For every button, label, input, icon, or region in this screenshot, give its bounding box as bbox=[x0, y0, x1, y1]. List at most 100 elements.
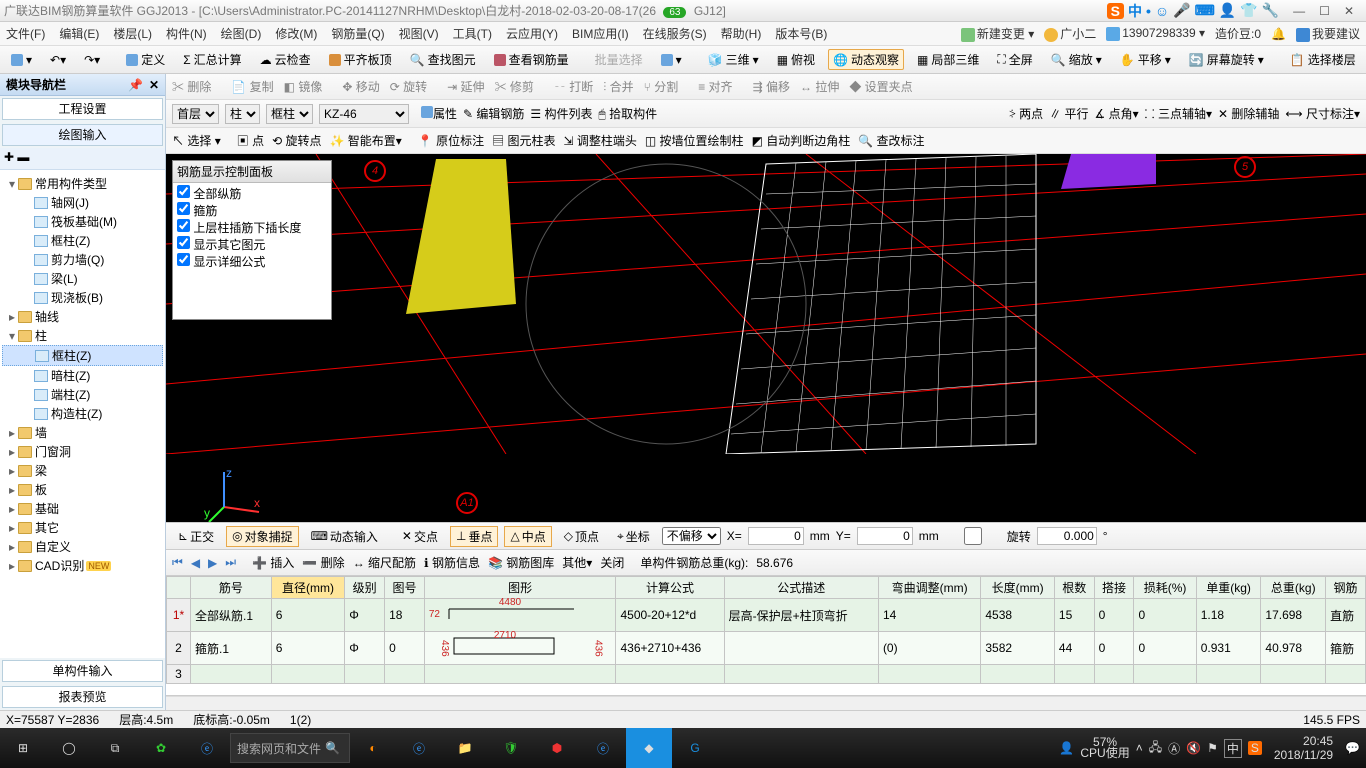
phone-label[interactable]: 13907298339 ▾ bbox=[1106, 26, 1205, 41]
tree-item[interactable]: ▾常用构件类型 bbox=[2, 174, 163, 193]
btn-rotpoint[interactable]: ⟲ 旋转点 bbox=[272, 132, 321, 149]
btn-parallel[interactable]: ∥ 平行 bbox=[1049, 105, 1088, 122]
menu-component[interactable]: 构件(N) bbox=[166, 25, 207, 42]
h-scrollbar[interactable] bbox=[166, 696, 1366, 710]
menu-online[interactable]: 在线服务(S) bbox=[643, 25, 707, 42]
tool-orbit[interactable]: 🌐 动态观察 bbox=[828, 49, 904, 70]
menu-draw[interactable]: 绘图(D) bbox=[221, 25, 262, 42]
tree-item[interactable]: 构造柱(Z) bbox=[2, 404, 163, 423]
taskbar-clock[interactable]: 20:452018/11/29 bbox=[1268, 734, 1339, 762]
menu-bim[interactable]: BIM应用(I) bbox=[572, 25, 629, 42]
tree-toolbar[interactable]: ✚ ▬ bbox=[0, 148, 165, 170]
tool-batch[interactable]: 批量选择 bbox=[590, 49, 648, 70]
offset-select[interactable]: 不偏移 bbox=[662, 527, 721, 545]
tree-item[interactable]: ▸门窗洞 bbox=[2, 442, 163, 461]
btn-del2[interactable]: ➖ 删除 bbox=[302, 554, 344, 571]
tab-report[interactable]: 报表预览 bbox=[2, 686, 163, 708]
nav-last-icon[interactable]: ⏭ bbox=[225, 555, 236, 570]
tool-local3d[interactable]: ▦ 局部三维 bbox=[912, 49, 984, 70]
btn-coltable[interactable]: ▤ 图元柱表 bbox=[492, 132, 555, 149]
tool-pan[interactable]: ✋ 平移▾ bbox=[1115, 49, 1176, 70]
nav-first-icon[interactable]: ⏮ bbox=[172, 555, 183, 570]
btn-mirror[interactable]: ◧ 镜像 bbox=[284, 78, 323, 95]
btn-edit-rebar[interactable]: ✎ 编辑钢筋 bbox=[463, 105, 524, 122]
tray-user-icon[interactable]: 👤 bbox=[1059, 741, 1074, 755]
ime-bar[interactable]: S 中• ☺🎤 ⌨👤 👕🔧 bbox=[1107, 1, 1280, 21]
btn-break[interactable]: ╌ 打断 bbox=[554, 78, 593, 95]
menu-help[interactable]: 帮助(H) bbox=[721, 25, 762, 42]
rotate-input[interactable] bbox=[1037, 527, 1097, 545]
btn-props[interactable]: 属性 bbox=[421, 105, 457, 122]
tree-item[interactable]: ▸自定义 bbox=[2, 537, 163, 556]
tree-item[interactable]: ▸轴线 bbox=[2, 307, 163, 326]
tool-module[interactable]: ▾ bbox=[6, 51, 37, 69]
rotate-checkbox[interactable] bbox=[945, 527, 1001, 545]
tab-draw-input[interactable]: 绘图输入 bbox=[2, 124, 163, 146]
pin-icon[interactable]: 📌 bbox=[128, 78, 143, 92]
tool-fullscreen[interactable]: ⛶ 全屏 bbox=[992, 49, 1037, 70]
btn-smart[interactable]: ✨ 智能布置▾ bbox=[329, 132, 401, 149]
tree-item[interactable]: 端柱(Z) bbox=[2, 385, 163, 404]
btn-point[interactable]: ▣ 点 bbox=[237, 132, 264, 149]
btn-check-dim[interactable]: 🔍 查改标注 bbox=[858, 132, 924, 149]
tree-item[interactable]: 框柱(Z) bbox=[2, 345, 163, 366]
btn-trim[interactable]: ✂ 修剪 bbox=[495, 78, 534, 95]
menu-tools[interactable]: 工具(T) bbox=[453, 25, 492, 42]
tool-undo[interactable]: ↶▾ bbox=[45, 51, 71, 69]
btn-stretch[interactable]: ↔ 拉伸 bbox=[800, 78, 839, 95]
tray-sogou-icon[interactable]: S bbox=[1248, 741, 1262, 755]
tray-net-icon[interactable]: 🖧 bbox=[1149, 738, 1162, 759]
tray-vol-icon[interactable]: 🔇 bbox=[1186, 741, 1201, 755]
tool-cloud-check[interactable]: ☁ 云检查 bbox=[255, 49, 316, 70]
btn-align[interactable]: ≡ 对齐 bbox=[698, 78, 732, 95]
btn-angle[interactable]: ∡ 点角▾ bbox=[1095, 105, 1139, 122]
btn-offset[interactable]: ⇶ 偏移 bbox=[753, 78, 790, 95]
snap-mid[interactable]: △ 中点 bbox=[504, 526, 551, 547]
menu-version[interactable]: 版本号(B) bbox=[775, 25, 827, 42]
tab-single-input[interactable]: 单构件输入 bbox=[2, 660, 163, 682]
btn-copy[interactable]: 📄 复制 bbox=[231, 78, 273, 95]
btn-select[interactable]: ↖ 选择 ▾ bbox=[172, 132, 221, 149]
snap-vtx[interactable]: ◇ 顶点 bbox=[558, 526, 605, 547]
cpu-meter[interactable]: 57%CPU使用 bbox=[1080, 737, 1129, 759]
btn-close[interactable]: 关闭 bbox=[600, 554, 624, 571]
tree-item[interactable]: 梁(L) bbox=[2, 269, 163, 288]
suggest-button[interactable]: 我要建议 bbox=[1296, 25, 1360, 42]
notifications-icon[interactable]: 💬 bbox=[1345, 741, 1360, 755]
user-label[interactable]: 广小二 bbox=[1044, 25, 1096, 42]
snap-ortho[interactable]: ⊾ 正交 bbox=[172, 526, 220, 547]
snap-osnap[interactable]: ◎ 对象捕捉 bbox=[226, 526, 299, 547]
app-browser-icon[interactable]: ◐ bbox=[350, 728, 396, 768]
btn-by-wall[interactable]: ◫ 按墙位置绘制柱 bbox=[645, 132, 744, 149]
btn-extend[interactable]: ⇥ 延伸 bbox=[447, 78, 484, 95]
btn-scale[interactable]: ↔ 缩尺配筋 bbox=[353, 554, 416, 571]
tool-sum[interactable]: Σ 汇总计算 bbox=[178, 49, 246, 70]
tool-3d[interactable]: 🧊 三维▾ bbox=[703, 49, 764, 70]
btn-3points[interactable]: ⸬ 三点辅轴▾ bbox=[1145, 105, 1212, 122]
app-ie-icon[interactable]: ⓔ bbox=[184, 728, 230, 768]
x-input[interactable] bbox=[748, 527, 804, 545]
app-ie2-icon[interactable]: ⓔ bbox=[580, 728, 626, 768]
rebar-display-option[interactable]: 上层柱插筋下插长度 bbox=[177, 219, 327, 236]
rebar-display-option[interactable]: 箍筋 bbox=[177, 202, 327, 219]
rebar-display-option[interactable]: 显示详细公式 bbox=[177, 253, 327, 270]
code-select[interactable]: KZ-46 bbox=[319, 104, 409, 124]
tree-item[interactable]: 剪力墙(Q) bbox=[2, 250, 163, 269]
search-box[interactable]: 搜索网页和文件 🔍 bbox=[230, 733, 350, 763]
panel-close-icon[interactable]: ✕ bbox=[149, 78, 159, 92]
y-input[interactable] bbox=[857, 527, 913, 545]
tree-item[interactable]: 现浇板(B) bbox=[2, 288, 163, 307]
app-ggj-icon[interactable]: ◆ bbox=[626, 728, 672, 768]
minimize-icon[interactable]: — bbox=[1293, 4, 1305, 18]
app-wps-icon[interactable]: ⬢ bbox=[534, 728, 580, 768]
tree-item[interactable]: ▾柱 bbox=[2, 326, 163, 345]
cortana-icon[interactable]: ◯ bbox=[46, 728, 92, 768]
tree-item[interactable]: ▸基础 bbox=[2, 499, 163, 518]
tree-item[interactable]: 轴网(J) bbox=[2, 193, 163, 212]
snap-dyn[interactable]: ⌨ 动态输入 bbox=[305, 526, 384, 547]
subtype-select[interactable]: 框柱 bbox=[266, 104, 313, 124]
btn-pick[interactable]: 🖱 拾取构件 bbox=[599, 105, 658, 122]
tool-zoom[interactable]: 🔍 缩放▾ bbox=[1046, 49, 1107, 70]
app-explorer-icon[interactable]: 📁 bbox=[442, 728, 488, 768]
tool-sel2[interactable]: ▾ bbox=[656, 51, 687, 69]
